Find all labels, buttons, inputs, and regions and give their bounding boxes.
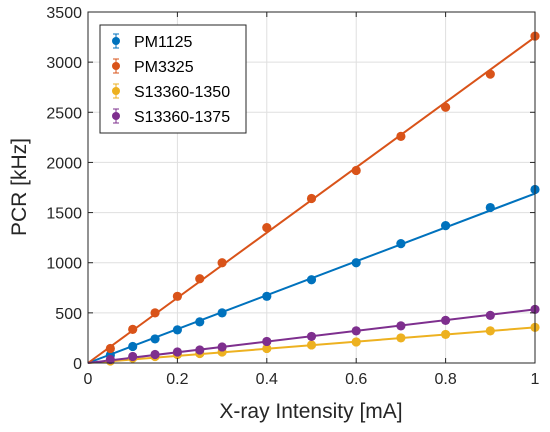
data-point-s13360-1375 (150, 349, 160, 360)
tick-labels-layer: 0 0.2 0.4 0.6 0.8 1 0 500 1000 1500 2000 2500 3000 35… (46, 5, 539, 388)
data-point-pm3325 (217, 258, 227, 268)
data-point-pm1125 (217, 308, 227, 318)
y-tick-label: 0 (73, 356, 82, 373)
x-axis-label: X-ray Intensity [mA] (219, 400, 402, 423)
data-point-s13360-1350 (351, 337, 361, 347)
data-point-s13360-1350 (396, 333, 406, 343)
data-point-s13360-1375 (172, 347, 182, 357)
data-point-s13360-1375 (485, 310, 495, 320)
data-point-pm1125 (128, 341, 138, 352)
x-tick-label: 0.8 (434, 371, 456, 388)
data-point-pm1125 (485, 202, 495, 213)
data-point-pm3325 (396, 131, 406, 141)
data-point-pm1125 (195, 317, 205, 327)
data-point-s13360-1350 (441, 329, 451, 340)
data-point-s13360-1350 (485, 326, 495, 336)
data-point-pm1125 (150, 334, 160, 344)
data-point-s13360-1375 (306, 331, 317, 342)
data-point-s13360-1375 (351, 326, 361, 336)
data-point-pm1125 (396, 239, 406, 249)
legend-marker-icon (112, 37, 120, 45)
y-tick-label: 3000 (46, 55, 82, 72)
legend-label: PM1125 (134, 34, 193, 51)
data-point-pm1125 (441, 221, 451, 231)
y-tick-label: 2500 (46, 105, 82, 122)
data-point-pm3325 (195, 274, 205, 284)
y-tick-label: 3500 (46, 5, 82, 22)
data-points-layer (105, 31, 540, 366)
axes-box (87, 11, 536, 364)
x-tick-label: 0.2 (166, 371, 188, 388)
y-tick-label: 1500 (46, 206, 82, 223)
data-point-pm3325 (306, 193, 317, 204)
data-point-pm3325 (172, 291, 182, 301)
x-tick-label: 0.4 (256, 371, 278, 388)
data-point-s13360-1375 (441, 315, 451, 325)
legend-label: PM3325 (134, 59, 194, 76)
x-tick-label: 1 (531, 371, 540, 388)
x-tick-label: 0.6 (345, 371, 367, 388)
data-point-pm3325 (105, 343, 115, 354)
data-point-pm1125 (306, 275, 317, 285)
legend-marker-icon (112, 62, 120, 70)
data-point-s13360-1375 (128, 351, 138, 362)
data-point-s13360-1375 (396, 321, 406, 331)
data-point-pm1125 (351, 258, 361, 268)
y-tick-label: 1000 (46, 256, 82, 273)
legend-box (99, 24, 247, 134)
data-point-pm3325 (262, 223, 272, 233)
legend-marker-icon (112, 112, 120, 120)
data-point-pm1125 (172, 325, 182, 335)
y-tick-label: 500 (55, 306, 82, 323)
y-axis-label: PCR [kHz] (8, 138, 31, 236)
data-point-s13360-1350 (262, 343, 272, 354)
data-point-pm1125 (262, 291, 272, 301)
legend-label: S13360-1375 (134, 109, 230, 126)
data-point-pm3325 (485, 69, 495, 79)
data-point-s13360-1375 (262, 336, 272, 347)
legend-marker-icon (112, 87, 120, 95)
legend-label: S13360-1350 (134, 84, 230, 101)
data-point-s13360-1375 (195, 345, 205, 355)
axes-layer (87, 11, 536, 364)
data-point-s13360-1375 (105, 354, 115, 365)
x-tick-label: 0 (84, 371, 93, 388)
data-point-pm3325 (128, 324, 138, 335)
data-point-pm3325 (150, 308, 160, 318)
data-point-pm3325 (351, 165, 361, 176)
data-point-pm3325 (441, 102, 451, 112)
y-tick-label: 2000 (46, 155, 82, 172)
data-point-s13360-1375 (217, 342, 227, 352)
data-point-s13360-1350 (306, 340, 317, 350)
legend: PM1125 PM3325 S13360-1350 S13360-1375 (99, 24, 247, 134)
